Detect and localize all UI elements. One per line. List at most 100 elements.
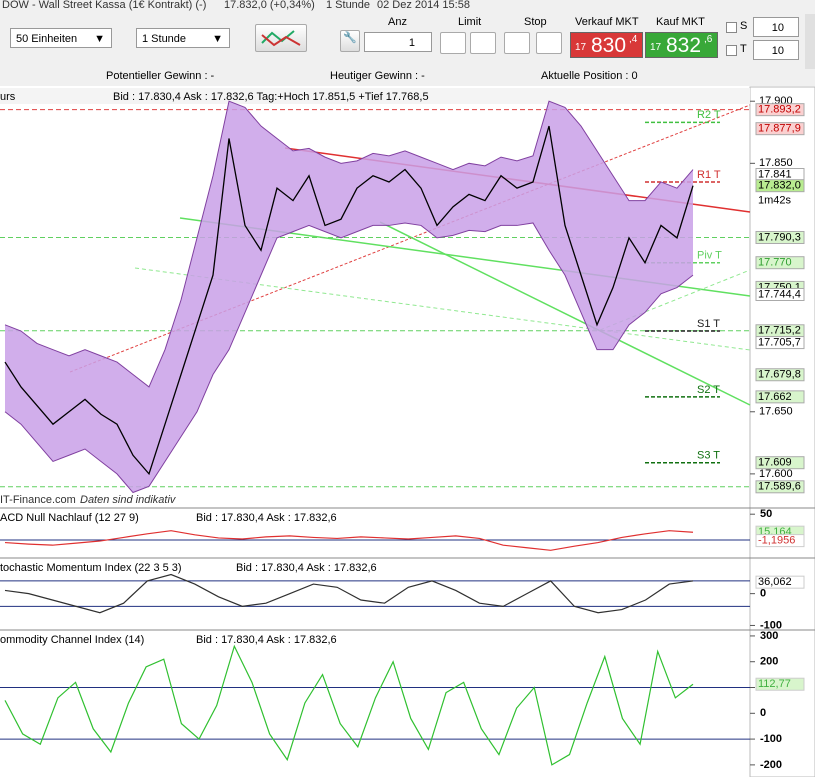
t-input[interactable]: 10 <box>753 40 799 60</box>
price-label: 17.609 <box>758 457 792 469</box>
y-tick-label: 300 <box>760 630 778 642</box>
pivot-label: S3 T <box>697 450 720 462</box>
price-label-box <box>755 179 805 193</box>
countdown: 1m42s <box>758 195 792 207</box>
indicator-line <box>4 573 694 614</box>
disclaimer: Daten sind indikativ <box>80 494 177 506</box>
bollinger-lower <box>4 222 694 494</box>
value-label: -1,1956 <box>758 535 795 547</box>
sell-big: 830 <box>591 34 627 57</box>
value-label-box <box>755 677 805 691</box>
trendline <box>134 267 751 351</box>
trendline <box>599 269 751 331</box>
bollinger-upper <box>4 100 694 388</box>
y-tick-label: 17.600 <box>759 468 793 480</box>
t-checkbox[interactable] <box>726 45 737 56</box>
pivot-label: R2 T <box>697 109 721 121</box>
scrollbar[interactable] <box>805 14 815 69</box>
price-label: 17.841 <box>758 168 792 180</box>
price-label-box <box>755 480 805 494</box>
price-label: 17.662 <box>758 391 792 403</box>
indicator-name: ACD Null Nachlauf (12 27 9) <box>0 512 139 524</box>
y-tick-label: 0 <box>760 707 766 719</box>
price-label-box <box>755 336 805 350</box>
price-label-box <box>755 103 805 117</box>
value-label-box <box>755 534 805 548</box>
anz-input[interactable]: 1 <box>364 32 432 52</box>
y-tick-label: -100 <box>760 733 782 745</box>
price-label: 17.893,2 <box>758 104 801 116</box>
units-text: 50 Einheiten <box>16 33 78 45</box>
indicator-line <box>4 644 694 766</box>
y-tick-label: 50 <box>760 508 772 520</box>
stop-buy-button[interactable] <box>504 32 530 54</box>
price-label: 17.790,3 <box>758 231 801 243</box>
buy-button[interactable]: 17 832 ,6 <box>645 32 718 58</box>
title-instrument: DOW - Wall Street Kassa (1€ Kontrakt) (-… <box>2 0 207 11</box>
units-select[interactable]: 50 Einheiten ▼ <box>10 28 112 48</box>
s-label: S <box>740 20 748 32</box>
y-tick-label: -200 <box>760 759 782 771</box>
price-line <box>4 125 694 476</box>
price-label-box <box>755 122 805 136</box>
s-input[interactable]: 10 <box>753 17 799 37</box>
interval-select[interactable]: 1 Stunde ▼ <box>136 28 230 48</box>
axis-bg <box>749 86 815 777</box>
t-value: 10 <box>771 45 784 57</box>
stop-sell-button[interactable] <box>536 32 562 54</box>
title-period: 1 Stunde <box>326 0 371 11</box>
value-label: 112,77 <box>758 678 791 690</box>
price-label: 17.679,8 <box>758 369 801 381</box>
buy-dec: ,6 <box>704 34 713 45</box>
price-label: 17.877,9 <box>758 123 801 135</box>
price-label-box <box>755 256 805 270</box>
price-label: 17.589,6 <box>758 481 801 493</box>
chart-type-icon <box>261 30 301 47</box>
price-label: 17.770 <box>758 257 792 269</box>
potential-gain: Potentieller Gewinn : - <box>106 70 215 82</box>
sell-small: 17 <box>575 42 587 53</box>
title-quote: 17.832,0 (+0,34%) <box>224 0 315 11</box>
price-label: 17.832,0 <box>758 180 801 192</box>
trendline <box>379 221 751 406</box>
indicator-info: Bid : 17.830,4 Ask : 17.832,6 <box>236 562 377 574</box>
interval-text: 1 Stunde <box>142 33 187 45</box>
panel-name: urs <box>0 91 16 103</box>
chart-type-button[interactable] <box>255 24 307 52</box>
pivot-label: Piv T <box>697 250 722 262</box>
indicator-line <box>4 530 694 551</box>
watermark: IT-Finance.com <box>0 494 76 506</box>
bollinger-fill <box>5 101 693 493</box>
y-tick-label: 0 <box>760 588 766 600</box>
sell-dec: ,4 <box>629 34 638 45</box>
today-gain: Heutiger Gewinn : - <box>330 70 425 82</box>
title-datetime: 02 Dez 2014 15:58 <box>377 0 470 11</box>
value-label: 36,062 <box>758 576 792 588</box>
pivot-label: S1 T <box>697 318 720 330</box>
limit-buy-button[interactable] <box>440 32 466 54</box>
indicator-name: ommodity Channel Index (14) <box>0 634 144 646</box>
y-tick-label: 17.650 <box>759 406 793 418</box>
pivot-label: S2 T <box>697 384 720 396</box>
limit-sell-button[interactable] <box>470 32 496 54</box>
sell-label: Verkauf MKT <box>575 16 639 28</box>
position: Aktuelle Position : 0 <box>541 70 638 82</box>
wrench-button[interactable]: 🔧 <box>340 30 360 52</box>
buy-label: Kauf MKT <box>656 16 705 28</box>
y-tick-label: 17.850 <box>759 157 793 169</box>
s-checkbox[interactable] <box>726 22 737 33</box>
y-tick-label: -100 <box>760 619 782 631</box>
price-label-box <box>755 368 805 382</box>
buy-small: 17 <box>650 42 662 53</box>
value-label-box <box>755 575 805 589</box>
price-label-box <box>755 230 805 244</box>
anz-value: 1 <box>408 37 415 49</box>
sell-button[interactable]: 17 830 ,4 <box>570 32 643 58</box>
pivot-label: R1 T <box>697 169 721 181</box>
price-label-box <box>755 390 805 404</box>
stop-label: Stop <box>524 16 547 28</box>
price-label: 17.705,7 <box>758 336 801 348</box>
indicator-info: Bid : 17.830,4 Ask : 17.832,6 <box>196 512 337 524</box>
